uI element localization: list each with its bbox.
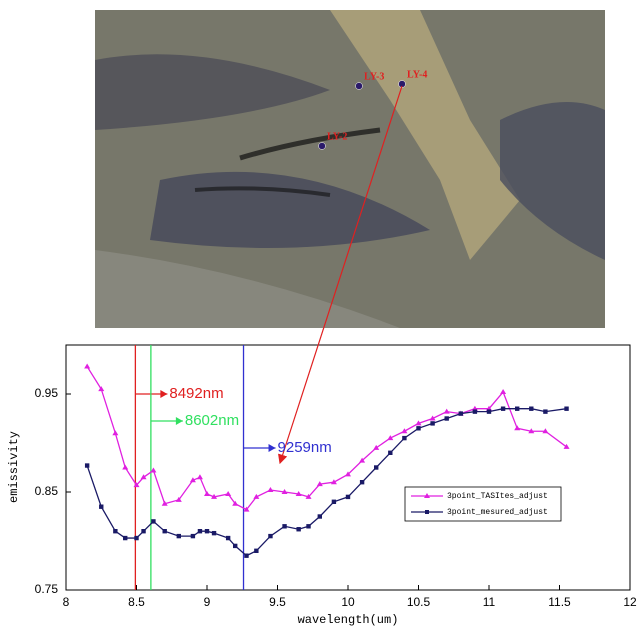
x-tick-label: 8 [63, 595, 70, 609]
site-point [356, 83, 363, 90]
site-label: LY-3 [364, 71, 384, 82]
legend-label: 3point_mesured_adjust [447, 508, 548, 517]
point [430, 421, 434, 425]
x-tick-label: 12 [623, 595, 637, 609]
point [306, 524, 310, 528]
point [459, 411, 463, 415]
x-tick-label: 9 [204, 595, 211, 609]
point [515, 407, 519, 411]
point [360, 480, 364, 484]
point [268, 534, 272, 538]
legend-label: 3point_TASItes_adjust [447, 492, 548, 501]
y-axis-label: emissivity [7, 431, 21, 503]
point [151, 519, 155, 523]
site-point [319, 143, 326, 150]
legend-marker [425, 510, 429, 514]
point [296, 527, 300, 531]
point [318, 514, 322, 518]
marker-arrowhead [160, 390, 167, 398]
point [141, 529, 145, 533]
marker-arrowhead [176, 417, 183, 425]
marker-label: 9259nm [278, 439, 332, 456]
point [205, 529, 209, 533]
point [177, 534, 181, 538]
marker-label: 8492nm [169, 385, 223, 402]
point [122, 465, 128, 470]
series-line [87, 409, 566, 556]
x-tick-label: 8.5 [128, 595, 145, 609]
point [282, 524, 286, 528]
point [254, 549, 258, 553]
point [112, 430, 118, 435]
marker-label: 8602nm [185, 412, 239, 429]
point [85, 463, 89, 467]
point [444, 409, 450, 414]
point [113, 529, 117, 533]
point [198, 529, 202, 533]
point [226, 536, 230, 540]
x-axis-label: wavelength(um) [298, 613, 399, 627]
point [564, 407, 568, 411]
point [445, 416, 449, 420]
point [191, 534, 195, 538]
point [514, 425, 520, 430]
point [233, 544, 237, 548]
y-tick-label: 0.85 [35, 484, 59, 498]
satellite-image [95, 10, 605, 328]
figure: emissivity wavelength(um) LY-2 LY-3 LY-4 0.… [0, 0, 643, 630]
point [267, 487, 273, 492]
x-tick-label: 11 [483, 595, 496, 609]
point [388, 451, 392, 455]
point [402, 436, 406, 440]
point [84, 364, 90, 369]
point [197, 474, 203, 479]
point [212, 531, 216, 535]
x-tick-label: 11.5 [548, 595, 571, 609]
point [332, 500, 336, 504]
point [529, 407, 533, 411]
site-label: LY-2 [327, 131, 347, 142]
y-tick-label: 0.95 [35, 386, 59, 400]
point [244, 554, 248, 558]
y-tick-label: 0.75 [35, 582, 59, 596]
point [500, 389, 506, 394]
point [134, 536, 138, 540]
point [163, 529, 167, 533]
point [123, 536, 127, 540]
point [487, 409, 491, 413]
site-label: LY-4 [407, 69, 427, 80]
point [543, 409, 547, 413]
x-tick-label: 10 [341, 595, 355, 609]
x-tick-label: 9.5 [269, 595, 286, 609]
point [99, 505, 103, 509]
x-tick-label: 10.5 [407, 595, 431, 609]
point [473, 409, 477, 413]
point [204, 491, 210, 496]
point [374, 465, 378, 469]
point [225, 491, 231, 496]
marker-arrowhead [269, 444, 276, 452]
point [346, 495, 350, 499]
point [416, 426, 420, 430]
point [501, 407, 505, 411]
